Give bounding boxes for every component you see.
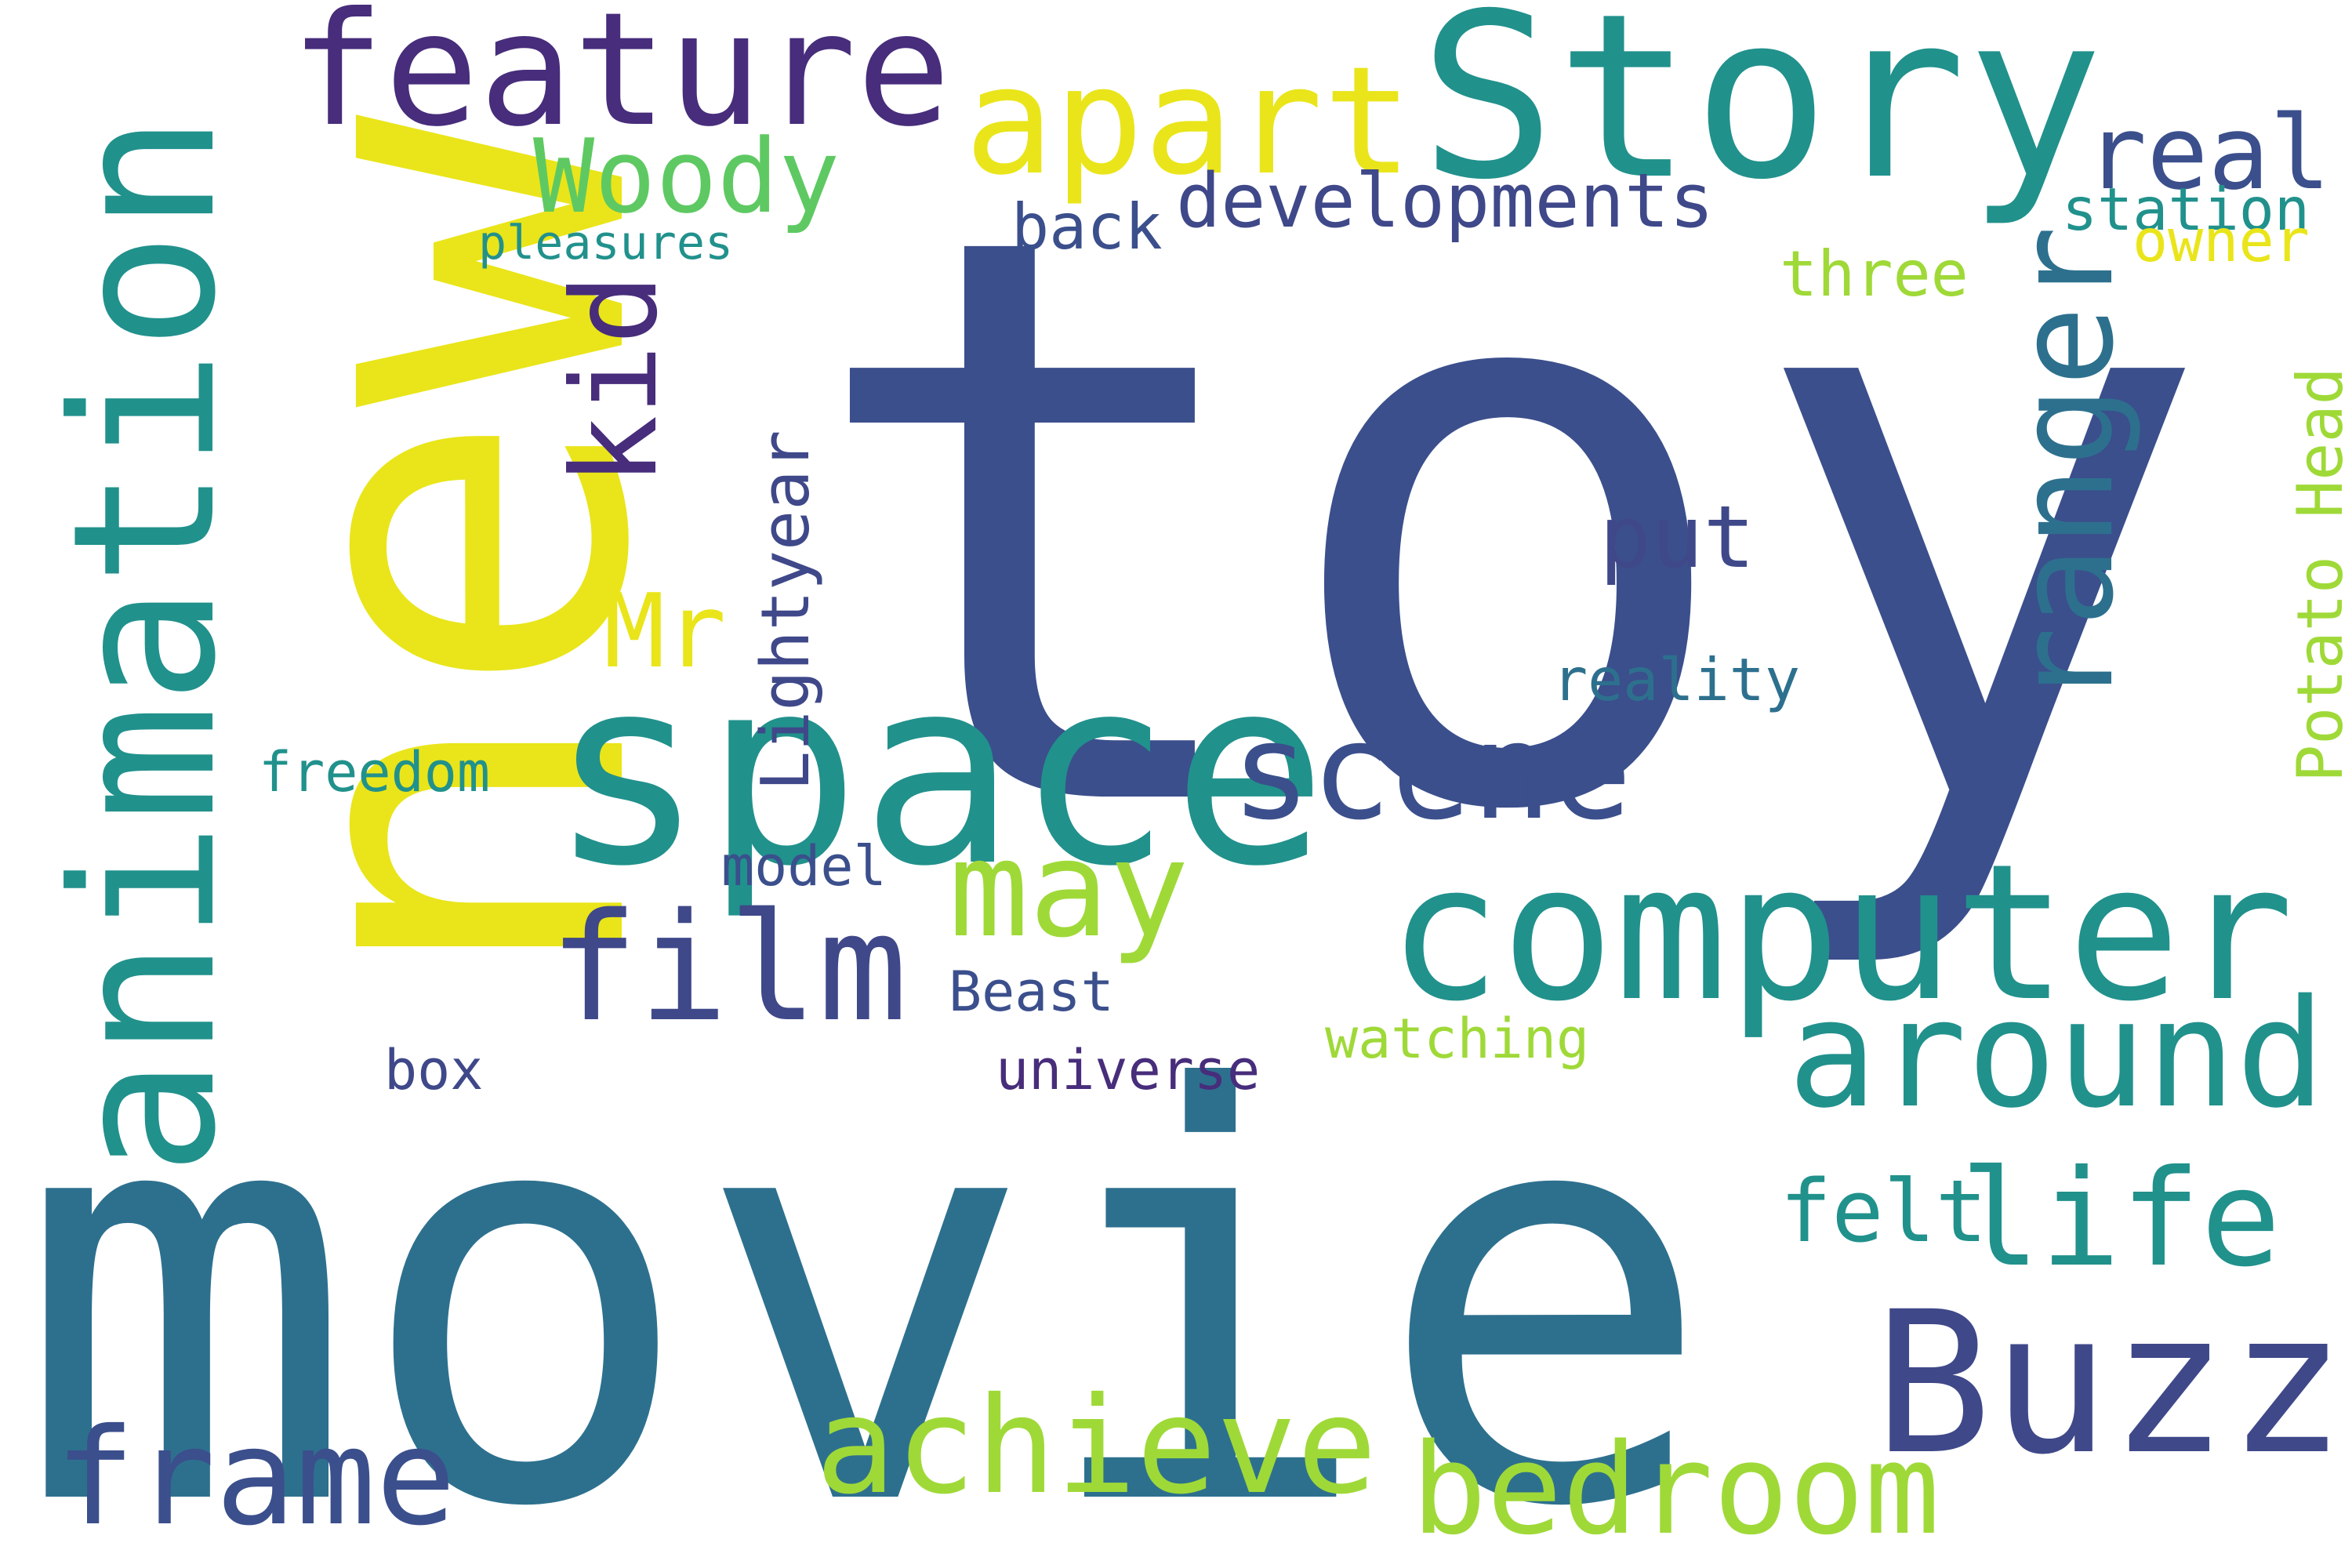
cloud-word-beast: Beast: [949, 960, 1114, 1024]
cloud-word-achieve: achieve: [815, 1369, 1377, 1524]
cloud-word-bedroom: bedroom: [1411, 1416, 1940, 1563]
cloud-word-felt: felt: [1780, 1161, 1987, 1261]
cloud-word-apart: apart: [964, 34, 1413, 208]
cloud-word-buzz: Buzz: [1874, 1269, 2347, 1497]
cloud-word-scene: scene: [1231, 695, 1632, 850]
cloud-word-watching: watching: [1325, 1007, 1590, 1071]
cloud-word-box: box: [384, 1038, 484, 1102]
cloud-word-kid: kid: [547, 274, 684, 486]
cloud-word-mr: Mr: [604, 572, 727, 691]
cloud-word-potato-head: Potato Head: [2284, 367, 2352, 782]
cloud-word-three: three: [1780, 238, 1969, 310]
cloud-word-freedom: freedom: [259, 740, 491, 804]
cloud-word-pleasures: pleasures: [478, 216, 734, 270]
cloud-word-life: life: [1960, 1142, 2281, 1297]
cloud-word-space: space: [549, 622, 1328, 923]
cloud-word-animation: animation: [31, 114, 259, 1176]
cloud-word-model: model: [721, 834, 887, 898]
cloud-word-station: station: [2062, 175, 2310, 244]
cloud-word-developments: developments: [1176, 158, 1715, 245]
cloud-word-may: may: [949, 812, 1190, 967]
cloud-word-ranger: ranger: [1988, 225, 2143, 707]
cloud-word-lightyear: Lightyear: [747, 430, 825, 791]
cloud-word-put: put: [1599, 487, 1755, 587]
cloud-word-toy: toy: [800, 69, 2216, 982]
cloud-word-movie: movie: [16, 973, 1715, 1568]
cloud-word-film: film: [549, 881, 908, 1054]
cloud-word-woody: Woody: [533, 117, 840, 236]
cloud-word-feature: feature: [290, 0, 951, 162]
cloud-word-back: back: [1011, 191, 1163, 263]
cloud-word-real: real: [2085, 93, 2332, 212]
cloud-word-owner: owner: [2132, 206, 2310, 275]
cloud-word-computer: computer: [1388, 823, 2294, 1043]
cloud-word-frame: frame: [55, 1400, 456, 1555]
cloud-word-universe: universe: [996, 1038, 1261, 1102]
cloud-word-reality: reality: [1552, 645, 1801, 714]
cloud-word-story: Story: [1419, 0, 2103, 230]
cloud-word-around: around: [1788, 967, 2326, 1141]
